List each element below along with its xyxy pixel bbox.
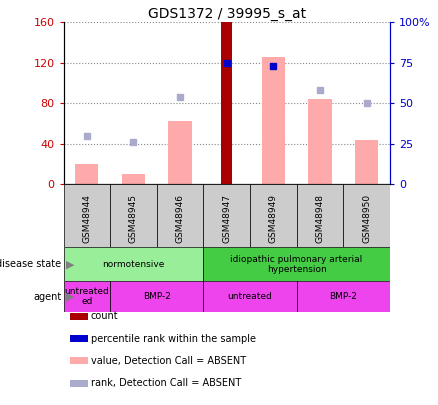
Bar (297, 281, 390, 312)
Bar (110, 281, 203, 312)
Bar (122, 174, 145, 184)
Text: GSM48946: GSM48946 (176, 194, 184, 243)
Bar (343, 184, 390, 247)
Bar (75, 164, 99, 184)
Bar (221, 22, 233, 184)
Text: untreated
ed: untreated ed (64, 287, 109, 306)
Text: GSM48949: GSM48949 (269, 194, 278, 243)
Text: GSM48948: GSM48948 (315, 194, 325, 243)
Bar (157, 184, 203, 247)
Bar (203, 281, 297, 312)
Text: rank, Detection Call = ABSENT: rank, Detection Call = ABSENT (91, 378, 241, 388)
Bar (70, 379, 88, 387)
Text: idiopathic pulmonary arterial
hypertension: idiopathic pulmonary arterial hypertensi… (230, 255, 363, 274)
Text: untreated: untreated (228, 292, 272, 301)
Bar (297, 184, 343, 247)
Text: percentile rank within the sample: percentile rank within the sample (91, 334, 256, 343)
Bar (70, 313, 88, 320)
Text: GSM48950: GSM48950 (362, 194, 371, 243)
Text: value, Detection Call = ABSENT: value, Detection Call = ABSENT (91, 356, 246, 366)
Text: BMP-2: BMP-2 (143, 292, 171, 301)
Bar (308, 99, 332, 184)
Bar (355, 140, 378, 184)
Text: normotensive: normotensive (102, 260, 165, 269)
Bar (70, 335, 88, 342)
Text: disease state: disease state (0, 259, 61, 269)
Text: GSM48945: GSM48945 (129, 194, 138, 243)
Bar (203, 184, 250, 247)
Text: agent: agent (33, 292, 61, 302)
Text: ▶: ▶ (66, 259, 74, 269)
Bar (203, 247, 390, 281)
Bar (110, 184, 157, 247)
Text: ▶: ▶ (66, 292, 74, 302)
Text: count: count (91, 311, 119, 321)
Text: GSM48944: GSM48944 (82, 194, 91, 243)
Bar (168, 122, 192, 184)
Title: GDS1372 / 39995_s_at: GDS1372 / 39995_s_at (148, 7, 306, 21)
Bar (64, 247, 203, 281)
Text: GSM48947: GSM48947 (222, 194, 231, 243)
Bar (64, 281, 110, 312)
Bar (261, 57, 285, 184)
Bar (70, 357, 88, 364)
Text: BMP-2: BMP-2 (329, 292, 357, 301)
Bar (64, 184, 110, 247)
Bar (250, 184, 297, 247)
